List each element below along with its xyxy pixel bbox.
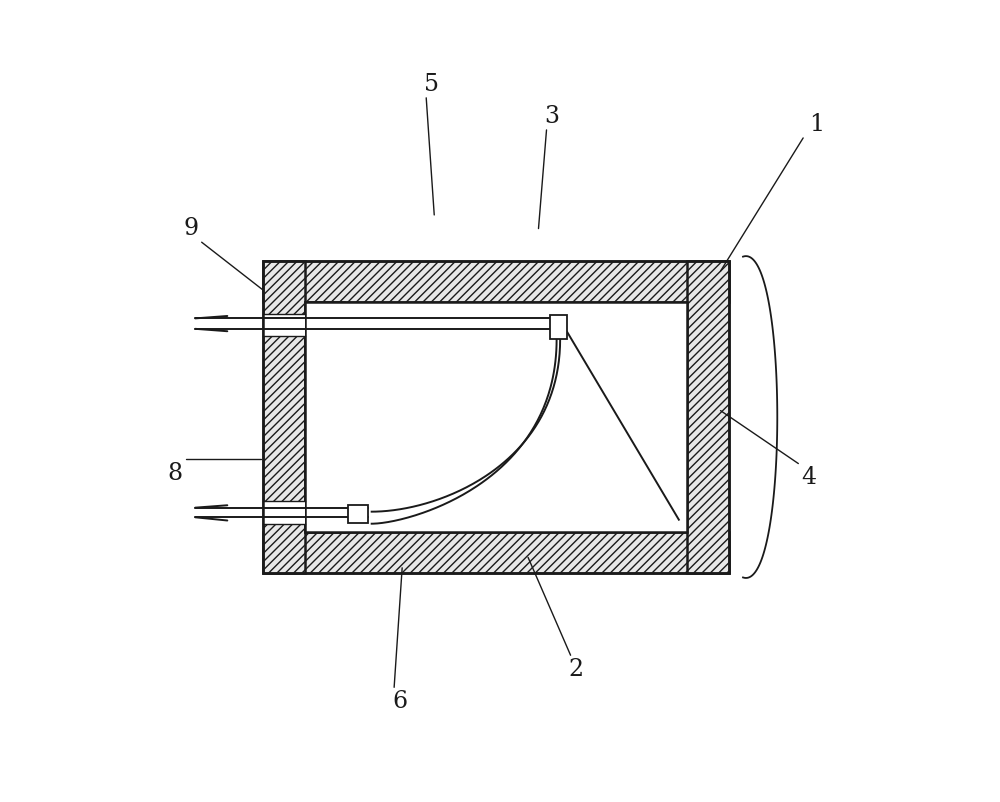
- Bar: [263, 261, 729, 302]
- Bar: [348, 505, 368, 523]
- Bar: [305, 302, 687, 532]
- Text: 1: 1: [809, 113, 824, 136]
- Bar: [687, 261, 729, 573]
- Text: 4: 4: [801, 466, 816, 488]
- Bar: [550, 315, 567, 339]
- Bar: [263, 314, 305, 336]
- Text: 5: 5: [424, 73, 439, 95]
- Bar: [305, 302, 344, 532]
- Bar: [263, 261, 305, 573]
- Bar: [263, 501, 305, 524]
- Bar: [263, 532, 729, 573]
- Text: 6: 6: [392, 691, 407, 713]
- Text: 2: 2: [569, 658, 584, 681]
- Text: 3: 3: [545, 105, 560, 128]
- Text: 9: 9: [184, 217, 199, 240]
- Text: 8: 8: [168, 462, 183, 484]
- Bar: [263, 261, 729, 573]
